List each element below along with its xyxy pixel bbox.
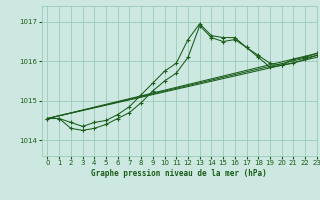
X-axis label: Graphe pression niveau de la mer (hPa): Graphe pression niveau de la mer (hPa) xyxy=(91,169,267,178)
